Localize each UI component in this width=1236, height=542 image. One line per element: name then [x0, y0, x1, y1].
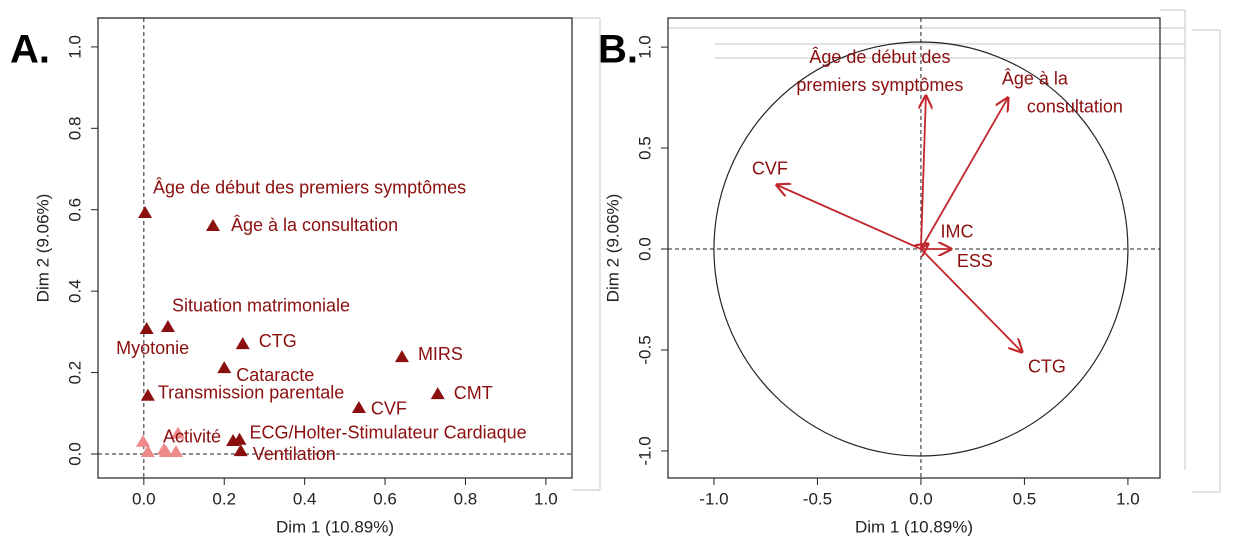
- x-tick-label: 1.0: [1116, 489, 1140, 508]
- plot-frame: [97, 17, 573, 479]
- point: [138, 205, 153, 218]
- y-tick-label: 0.6: [65, 198, 84, 222]
- point-label: Activité: [163, 426, 221, 446]
- y-tick-label: 0.5: [635, 136, 654, 160]
- point: [160, 319, 175, 332]
- arrow-label: CTG: [1028, 357, 1066, 377]
- arrow-label: CVF: [752, 159, 788, 179]
- panel-letter: B.: [598, 28, 638, 72]
- point: [430, 387, 445, 400]
- x-tick-label: 0.0: [132, 489, 156, 508]
- point: [140, 444, 155, 457]
- point: [394, 350, 409, 363]
- y-tick-label: 0.2: [65, 361, 84, 385]
- point-label: Âge à la consultation: [231, 215, 398, 235]
- point: [351, 400, 366, 413]
- x-tick-label: 0.2: [212, 489, 236, 508]
- point: [171, 426, 186, 439]
- x-tick-label: 1.0: [534, 489, 558, 508]
- point: [140, 388, 155, 401]
- y-tick-label: 0.4: [65, 279, 84, 303]
- point-label: MIRS: [418, 344, 463, 364]
- arrow-label: consultation: [1027, 97, 1123, 117]
- y-axis-label: Dim 2 (9.06%): [33, 194, 52, 303]
- point: [233, 444, 248, 457]
- point-label: CTG: [259, 331, 297, 351]
- arrow-label: premiers symptômes: [796, 75, 963, 95]
- arrow: [920, 98, 1008, 250]
- x-tick-label: -0.5: [803, 489, 832, 508]
- y-tick-label: 0.8: [65, 116, 84, 140]
- point: [235, 337, 250, 350]
- x-tick-label: 0.4: [293, 489, 317, 508]
- point: [168, 444, 183, 457]
- point-label: CVF: [371, 399, 407, 419]
- y-tick-label: 0.0: [635, 237, 654, 261]
- y-tick-label: -0.5: [635, 335, 654, 364]
- x-tick-label: 0.5: [1013, 489, 1037, 508]
- arrow-label: IMC: [940, 222, 973, 242]
- panel-letter: A.: [10, 28, 50, 72]
- point-label: Transmission parentale: [158, 383, 344, 403]
- point-label: Ventilation: [253, 444, 336, 464]
- point-label: Cataracte: [236, 365, 314, 385]
- point-label: Myotonie: [116, 338, 189, 358]
- plot-frame: [667, 17, 1161, 479]
- point: [158, 444, 173, 457]
- point: [217, 361, 232, 374]
- x-tick-label: 0.0: [909, 489, 933, 508]
- point: [226, 433, 241, 446]
- x-tick-label: 0.6: [373, 489, 397, 508]
- point: [205, 219, 220, 232]
- x-axis-label: Dim 1 (10.89%): [855, 517, 973, 536]
- arrow-label: ESS: [957, 251, 993, 271]
- arrow-label: Âge de début des: [809, 47, 950, 67]
- x-tick-label: -1.0: [699, 489, 728, 508]
- point: [139, 322, 154, 335]
- y-axis-label: Dim 2 (9.06%): [603, 194, 622, 303]
- point-label: CMT: [454, 383, 493, 403]
- point: [136, 434, 151, 447]
- x-axis-label: Dim 1 (10.89%): [276, 517, 394, 536]
- point-label: Âge de début des premiers symptômes: [153, 178, 466, 198]
- x-tick-label: 0.8: [454, 489, 478, 508]
- point-label: Situation matrimoniale: [172, 296, 350, 316]
- arrow: [921, 96, 926, 250]
- arrow: [920, 248, 1022, 352]
- y-tick-label: 1.0: [635, 35, 654, 59]
- y-tick-label: 1.0: [65, 35, 84, 59]
- y-tick-label: 0.0: [65, 442, 84, 466]
- arrow-label: Âge à la: [1002, 69, 1069, 89]
- arrow: [777, 185, 922, 250]
- unit-circle: [713, 41, 1129, 457]
- point-label: ECG/Holter-Stimulateur Cardiaque: [250, 422, 527, 442]
- y-tick-label: -1.0: [635, 436, 654, 465]
